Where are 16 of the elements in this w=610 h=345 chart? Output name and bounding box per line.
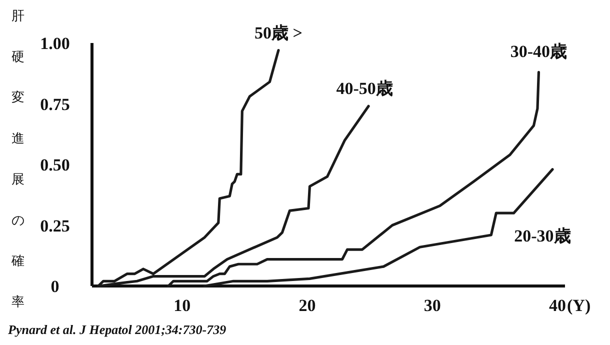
text: Pynard et al. J Hepatol 2001;34:730-739: [8, 322, 227, 337]
x-tick-label: 40: [548, 296, 566, 315]
y-tick-label: 0.50: [40, 156, 70, 174]
series-label: 30-40歳: [510, 42, 568, 62]
text: 肝硬変進展の確率: [12, 9, 24, 310]
y-tick-label: 0.75: [40, 94, 70, 114]
y-tick-label: 0: [50, 277, 60, 296]
x-axis-title: (Y): [567, 296, 591, 315]
x-tick-label: 10: [174, 296, 191, 315]
y-tick-label: 0.25: [40, 216, 70, 236]
series-label: 20-30歳: [514, 226, 571, 246]
y-tick-label: 1.00: [40, 34, 70, 53]
x-tick-label: 30: [424, 296, 441, 315]
x-tick-label: 20: [298, 296, 316, 315]
series-label: 50歳 >: [254, 23, 302, 42]
series-label: 40-50歳: [336, 79, 393, 98]
